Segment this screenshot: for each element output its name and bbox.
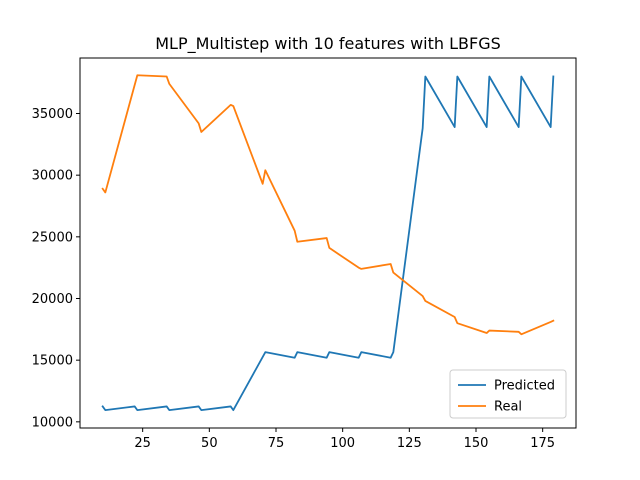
y-axis-ticks: 10000 15000 20000 25000 30000 35000 (32, 107, 80, 430)
y-tick-label: 10000 (32, 415, 73, 430)
series-line-real (101, 74, 555, 336)
y-tick-label: 30000 (32, 169, 73, 184)
x-tick-label: 125 (397, 436, 422, 451)
y-tick-label: 35000 (32, 107, 73, 122)
y-tick-label: 15000 (32, 354, 73, 369)
x-tick-label: 175 (530, 436, 555, 451)
x-tick-label: 150 (464, 436, 489, 451)
x-tick-label: 75 (268, 436, 285, 451)
x-tick-label: 25 (134, 436, 151, 451)
chart-title: MLP_Multistep with 10 features with LBFG… (155, 34, 501, 54)
axes-frame (79, 57, 577, 429)
y-tick-label: 20000 (32, 292, 73, 307)
x-axis-ticks: 25 50 75 100 125 150 175 (134, 428, 555, 451)
plot-layer (101, 74, 555, 412)
y-tick-label: 25000 (32, 230, 73, 245)
series-line-predicted (101, 75, 555, 412)
legend: Predicted Real (449, 369, 567, 419)
x-tick-label: 50 (201, 436, 218, 451)
legend-label-predicted: Predicted (494, 379, 555, 394)
x-tick-label: 100 (330, 436, 355, 451)
legend-label-real: Real (494, 400, 522, 415)
